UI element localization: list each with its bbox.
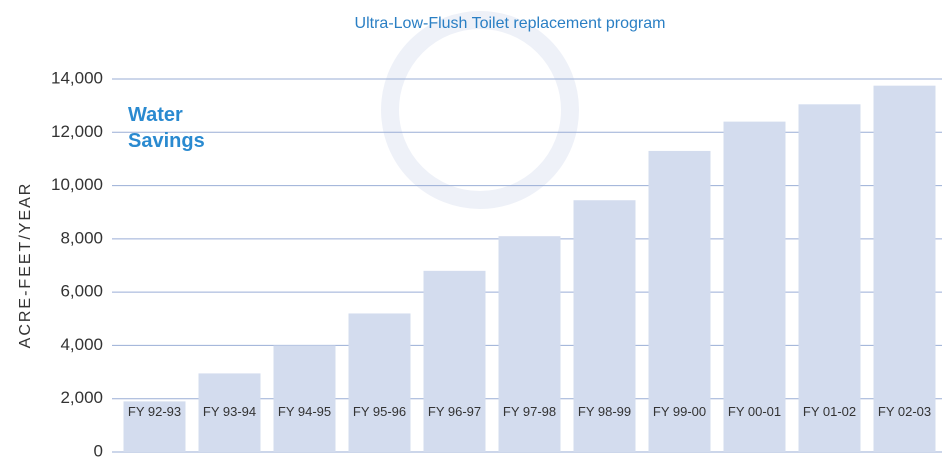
y-tick-label: 4,000	[60, 335, 103, 354]
x-tick-label: FY 94-95	[274, 402, 336, 422]
y-tick-label: 2,000	[60, 388, 103, 407]
bar	[799, 104, 861, 452]
x-tick-label: FY 00-01	[724, 402, 786, 422]
annotation: Water Savings	[128, 102, 238, 154]
y-tick-label: 6,000	[60, 282, 103, 301]
y-tick-label: 0	[94, 441, 103, 458]
y-tick-label: 8,000	[60, 228, 103, 247]
x-tick-label: FY 97-98	[499, 402, 561, 422]
bar	[274, 345, 336, 452]
x-tick-label: FY 95-96	[349, 402, 411, 422]
chart: Ultra-Low-Flush Toilet replacement progr…	[0, 0, 942, 458]
x-tick-label: FY 92-93	[124, 402, 186, 422]
y-axis-label: ACRE-FEET/YEAR	[17, 182, 34, 349]
x-tick-label: FY 01-02	[799, 402, 861, 422]
chart-title: Ultra-Low-Flush Toilet replacement progr…	[355, 15, 666, 32]
y-tick-label: 12,000	[51, 122, 103, 141]
x-tick-label: FY 02-03	[874, 402, 936, 422]
x-tick-label: FY 99-00	[649, 402, 711, 422]
chart-svg: Ultra-Low-Flush Toilet replacement progr…	[0, 0, 942, 458]
y-tick-label: 14,000	[51, 68, 103, 87]
bar	[424, 271, 486, 452]
y-tick-label: 10,000	[51, 175, 103, 194]
bar	[874, 86, 936, 452]
x-tick-label: FY 96-97	[424, 402, 486, 422]
x-tick-label: FY 93-94	[199, 402, 261, 422]
bar	[349, 313, 411, 452]
x-tick-label: FY 98-99	[574, 402, 636, 422]
watermark	[390, 20, 570, 200]
